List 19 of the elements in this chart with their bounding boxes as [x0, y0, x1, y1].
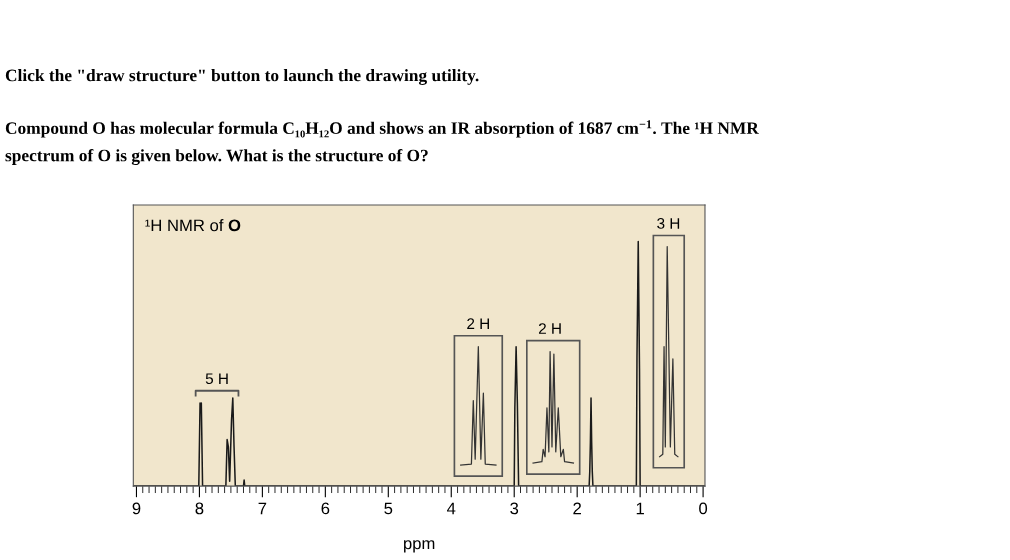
x-tick-label: 5 [384, 502, 393, 515]
annotation: 5 H [205, 373, 228, 385]
text: spectrum of O is given below. What is the structure of O? [5, 148, 428, 166]
x-tick-label: 8 [195, 502, 204, 515]
x-tick-label: 6 [321, 502, 330, 515]
x-axis-title: ppm [404, 540, 435, 553]
annotation: 3 H [657, 218, 680, 229]
chart-title: ¹H NMR of O [145, 219, 241, 232]
annotation: 2 H [538, 323, 561, 334]
text: Compound O has molecular formula C₁₀H₁₂O and shows an IR absorption of 1687 cm$^{−1}$. The ¹H NMR [5, 120, 759, 138]
x-tick-label: 4 [447, 502, 456, 515]
text: Click the "draw structure" button to launch the drawing utility. [5, 69, 479, 85]
x-tick-label: 1 [636, 502, 644, 515]
x-tick-label: 7 [258, 502, 267, 515]
x-tick-label: 3 [510, 502, 519, 515]
x-tick-label: 9 [132, 502, 141, 515]
x-tick-label: 0 [699, 502, 708, 515]
annotation: 2 H [467, 318, 489, 329]
x-tick-label: 2 [573, 502, 581, 515]
